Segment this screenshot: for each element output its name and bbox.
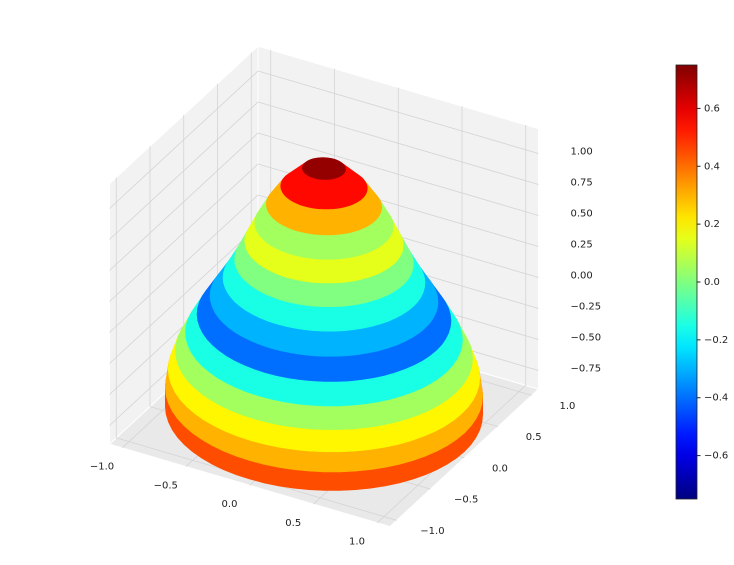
colorbar-tick-label: 0.6 [704, 103, 720, 114]
colorbar-scale [675, 64, 698, 500]
y-tick-label: −1.0 [420, 526, 444, 537]
grid-line [257, 70, 539, 154]
grid-line [109, 194, 259, 333]
z-tick-label: 1.00 [571, 147, 593, 158]
x-tick-label: 1.0 [349, 537, 365, 548]
grid-line [109, 225, 259, 364]
z-tick-label: 0.75 [571, 178, 593, 189]
grid-line [109, 70, 259, 209]
z-tick-label: 0.50 [571, 209, 593, 220]
grid-line [257, 132, 539, 216]
y-tick-label: 0.5 [526, 432, 542, 443]
grid-line [109, 163, 259, 302]
x-tick-label: 0.0 [222, 499, 238, 510]
surface-band [302, 157, 346, 180]
y-tick-label: 1.0 [559, 401, 575, 412]
colorbar-tick-label: −0.4 [704, 393, 728, 404]
colorbar-tick-label: 0.2 [704, 219, 720, 230]
surface [164, 157, 484, 491]
colorbar-tick-label: 0.0 [704, 277, 720, 288]
grid-line [109, 132, 259, 271]
colorbar-tick-label: −0.2 [704, 335, 728, 346]
y-tick-label: 0.0 [492, 463, 508, 474]
colorbar-tick-label: −0.6 [704, 451, 728, 462]
z-tick-label: −0.75 [571, 364, 602, 375]
colorbar-tick-label: 0.4 [704, 161, 720, 172]
y-tick-label: −0.5 [454, 495, 478, 506]
z-tick-label: 0.00 [571, 271, 593, 282]
colorbar: −0.6 −0.4 −0.2 0.0 0.2 0.4 0.6 [675, 64, 728, 500]
grid-line [257, 101, 539, 185]
x-tick-label: −0.5 [154, 480, 178, 491]
z-tick-label: −0.25 [571, 302, 602, 313]
x-tick-label: 0.5 [285, 518, 301, 529]
z-tick-label: −0.50 [571, 333, 602, 344]
grid-line [109, 101, 259, 240]
z-tick-label: 0.25 [571, 240, 593, 251]
x-tick-label: −1.0 [90, 462, 114, 473]
tick-labels: −1.0 −0.5 0.0 0.5 1.0 −1.0 −0.5 0.0 0.5 1.0 −0.75 −… [90, 147, 601, 548]
